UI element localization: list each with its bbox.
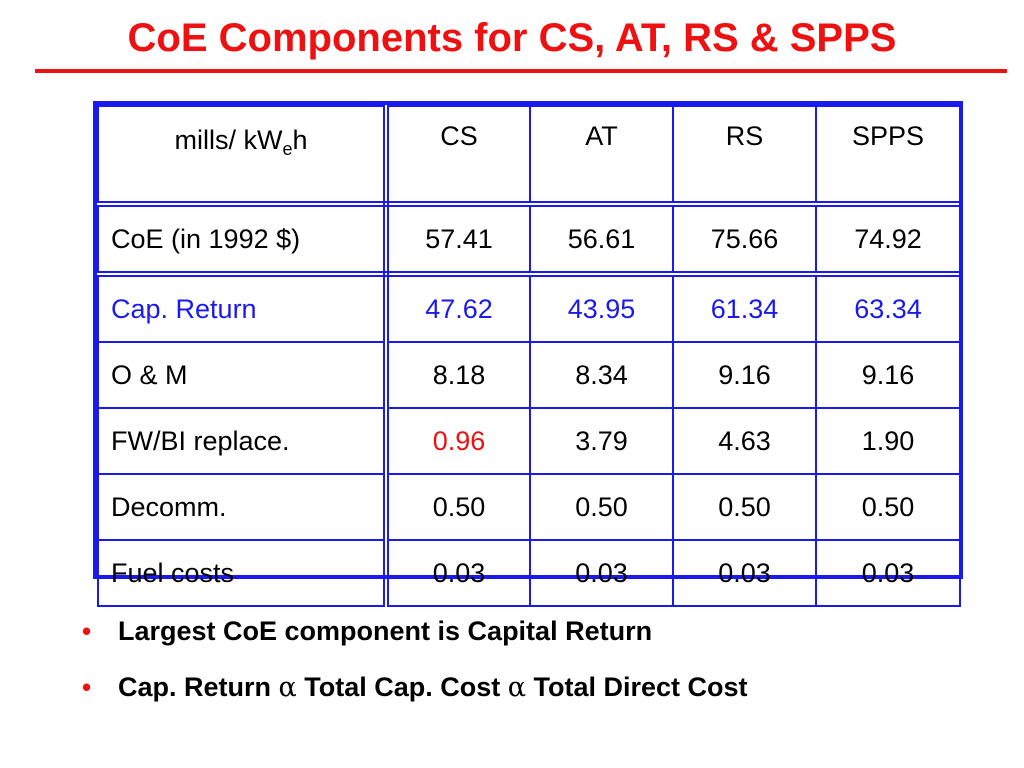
bullet-icon: • — [82, 616, 92, 646]
row-label: Decomm. — [97, 473, 389, 541]
table-cell: 0.50 — [672, 473, 817, 541]
table-row-coe: CoE (in 1992 $) 57.41 56.61 75.66 74.92 — [97, 203, 961, 277]
table-row-decomm: Decomm. 0.50 0.50 0.50 0.50 — [97, 473, 961, 541]
table-cell: 0.50 — [385, 473, 531, 541]
table-cell: 0.03 — [529, 539, 674, 607]
table-cell: 4.63 — [672, 407, 817, 475]
bullet-text: Largest CoE component is Capital Return — [118, 616, 653, 646]
column-header-spps: SPPS — [815, 105, 961, 207]
table-cell: 75.66 — [672, 203, 817, 277]
table-cell: 0.03 — [815, 539, 961, 607]
table-cell: 1.90 — [815, 407, 961, 475]
table-cell: 57.41 — [385, 203, 531, 277]
unit-header-cell: mills/ kWeh — [97, 105, 389, 207]
row-label: CoE (in 1992 $) — [97, 203, 389, 277]
table-cell: 0.03 — [385, 539, 531, 607]
table-cell: 9.16 — [815, 341, 961, 409]
column-header-at: AT — [529, 105, 674, 207]
table-cell-highlight: 0.96 — [385, 407, 531, 475]
bullet-icon: • — [82, 672, 92, 702]
unit-label: mills/ kWeh — [174, 125, 308, 159]
row-label: Fuel costs — [97, 539, 389, 607]
title-underline — [35, 69, 1007, 73]
table-cell: 74.92 — [815, 203, 961, 277]
row-label: O & M — [97, 341, 389, 409]
table-cell: 63.34 — [815, 273, 961, 343]
bullet-list: • Largest CoE component is Capital Retur… — [82, 612, 1002, 724]
column-header-cs: CS — [385, 105, 531, 207]
table-header-row: mills/ kWeh CS AT RS SPPS — [97, 105, 961, 207]
table-cell: 9.16 — [672, 341, 817, 409]
bullet-text: Cap. Return α Total Cap. Cost α Total Di… — [118, 672, 748, 703]
table-cell: 8.34 — [529, 341, 674, 409]
table-row-fuel-costs: Fuel costs 0.03 0.03 0.03 0.03 — [97, 539, 961, 607]
table-cell: 3.79 — [529, 407, 674, 475]
table-cell: 47.62 — [385, 273, 531, 343]
coe-table: mills/ kWeh CS AT RS SPPS CoE (in 1992 $… — [97, 105, 961, 607]
proportional-icon: α — [278, 672, 297, 703]
table-cell: 0.50 — [529, 473, 674, 541]
bullet-item: • Largest CoE component is Capital Retur… — [82, 612, 1002, 668]
bullet-item: • Cap. Return α Total Cap. Cost α Total … — [82, 668, 1002, 724]
table-row-o-and-m: O & M 8.18 8.34 9.16 9.16 — [97, 341, 961, 409]
column-header-rs: RS — [672, 105, 817, 207]
table-cell: 0.03 — [672, 539, 817, 607]
table-row-cap-return: Cap. Return 47.62 43.95 61.34 63.34 — [97, 273, 961, 343]
row-label: FW/BI replace. — [97, 407, 389, 475]
table-cell: 43.95 — [529, 273, 674, 343]
table-cell: 56.61 — [529, 203, 674, 277]
proportional-icon: α — [507, 672, 526, 703]
table-cell: 8.18 — [385, 341, 531, 409]
table-row-fw-bi-replace: FW/BI replace. 0.96 3.79 4.63 1.90 — [97, 407, 961, 475]
table-cell: 0.50 — [815, 473, 961, 541]
table-cell: 61.34 — [672, 273, 817, 343]
coe-table-frame: mills/ kWeh CS AT RS SPPS CoE (in 1992 $… — [93, 101, 963, 607]
slide-title: CoE Components for CS, AT, RS & SPPS — [127, 16, 897, 60]
unit-subscript: e — [282, 139, 293, 159]
row-label: Cap. Return — [97, 273, 389, 343]
